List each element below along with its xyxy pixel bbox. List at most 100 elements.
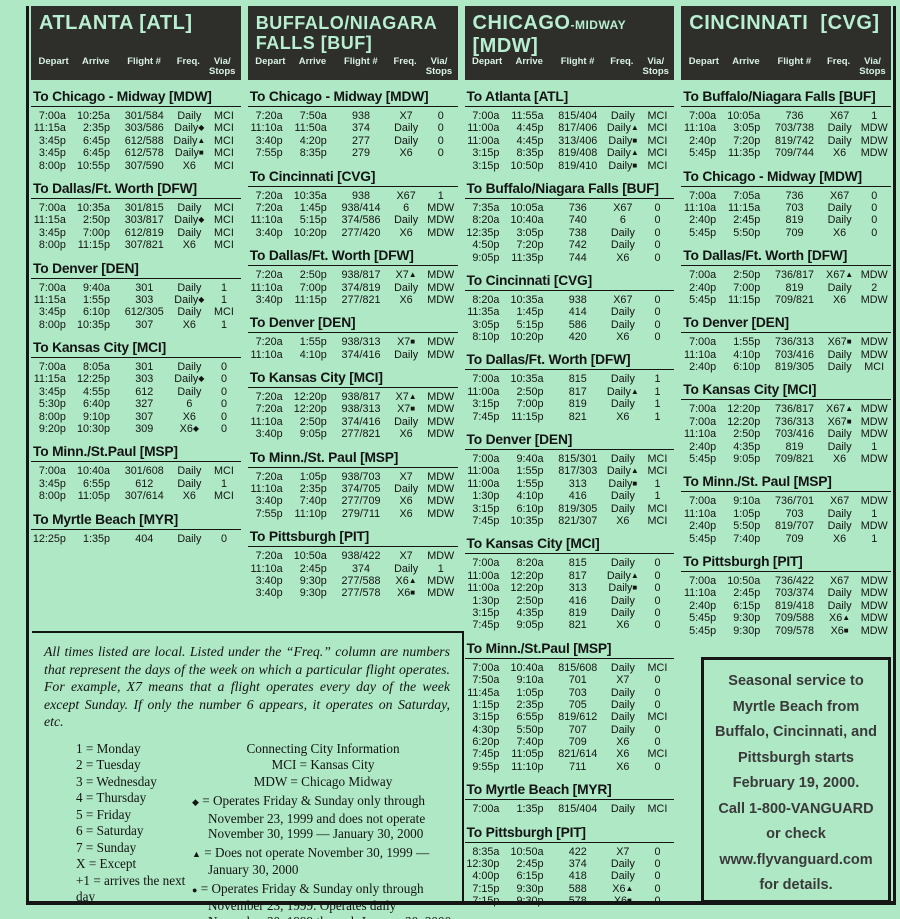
flight-row: 7:20a 10:35a 938 X67 1 xyxy=(248,190,458,202)
arrive-cell: 7:00p xyxy=(82,226,110,239)
arrive-cell: 2:35p xyxy=(82,122,110,135)
freq-cell: Daily xyxy=(394,122,419,135)
freq-cell: X6 xyxy=(182,490,196,503)
column-header-label: Flight # xyxy=(560,56,595,67)
via-stops-cell: 0 xyxy=(654,870,661,883)
freq-cell: X6 xyxy=(182,239,196,252)
via-stops-cell: 2 xyxy=(871,281,878,294)
arrive-cell: 7:05a xyxy=(733,189,761,202)
flight-row: 5:30p 6:40p 327 6 0 xyxy=(31,398,241,410)
depart-cell: 3:40p xyxy=(255,134,283,147)
via-stops-cell: MCI xyxy=(214,490,234,503)
flight-row: 11:00a 12:20p 313 Daily■ 0 xyxy=(465,582,675,594)
flight-row: 7:00a 10:25a 301/584 Daily MCI xyxy=(31,110,241,122)
freq-symbol-icon: ▲ xyxy=(845,270,854,280)
flight-number-cell: 612 xyxy=(135,477,154,490)
flight-number-cell: 819/707 xyxy=(774,520,815,533)
freq-cell: X7▲ xyxy=(395,269,417,282)
via-stops-cell: 0 xyxy=(654,736,661,749)
arrive-cell: 9:30p xyxy=(516,895,544,908)
depart-cell: 5:45p xyxy=(689,532,717,545)
depart-cell: 7:00a xyxy=(472,557,500,570)
via-stops-cell: 1 xyxy=(437,562,444,575)
depart-cell: 7:20a xyxy=(255,269,283,282)
depart-cell: 7:00a xyxy=(689,495,717,508)
depart-cell: 2:40p xyxy=(689,281,717,294)
arrive-cell: 4:20p xyxy=(299,134,327,147)
city-title: BUFFALO/NIAGARA FALLS [BUF] xyxy=(256,13,456,53)
freq-symbol-icon: ▲ xyxy=(630,123,639,133)
city-title-text: CINCINNATI [CVG] xyxy=(689,12,880,34)
arrive-cell: 10:35p xyxy=(510,514,544,527)
arrive-cell: 10:55p xyxy=(76,159,110,172)
depart-cell: 2:40p xyxy=(689,361,717,374)
depart-cell: 7:45p xyxy=(472,514,500,527)
flight-number-cell: 703/416 xyxy=(774,428,815,441)
flight-row: 11:10a 5:15p 374/586 Daily MDW xyxy=(248,214,458,226)
flight-row: 2:40p 6:10p 819/305 Daily MCI xyxy=(681,361,891,373)
flight-row: 8:35a 10:50a 422 X7 0 xyxy=(465,846,675,858)
destination-heading: To Denver [DEN] xyxy=(681,315,891,334)
flight-number-cell: 301/608 xyxy=(124,465,164,478)
arrive-cell: 6:45p xyxy=(82,147,110,160)
freq-cell: Daily◆ xyxy=(174,214,205,227)
depart-cell: 8:00p xyxy=(38,410,66,423)
depart-cell: 7:00a xyxy=(38,465,66,478)
flight-row: 7:55p 11:10p 279/711 X6 MDW xyxy=(248,508,458,520)
flight-row: 5:45p 9:30p 709/578 X6■ MDW xyxy=(681,625,891,637)
arrive-cell: 2:45p xyxy=(733,214,761,227)
flight-number-cell: 709 xyxy=(785,226,804,239)
flight-number-cell: 277/821 xyxy=(341,428,381,441)
freq-cell: X6 xyxy=(616,331,630,344)
freq-cell: Daily xyxy=(394,214,419,227)
flight-number-cell: 307 xyxy=(135,318,154,331)
via-stops-cell: 1 xyxy=(220,477,227,490)
via-stops-cell: 0 xyxy=(220,373,227,386)
freq-cell: Daily xyxy=(827,122,852,135)
freq-cell: Daily xyxy=(610,686,635,699)
flight-number-cell: 709/821 xyxy=(774,453,815,466)
freq-cell: Daily xyxy=(610,239,635,252)
arrive-cell: 2:50p xyxy=(299,415,327,428)
freq-cell: Daily■ xyxy=(608,582,638,595)
flight-number-cell: 578 xyxy=(568,895,587,908)
via-stops-cell: 0 xyxy=(654,239,661,252)
arrive-cell: 11:10p xyxy=(511,760,544,773)
freq-cell: X6 xyxy=(399,226,413,239)
freq-cell: Daily▲ xyxy=(606,465,639,478)
arrive-cell: 9:10a xyxy=(733,495,761,508)
day-legend-item: X = Except xyxy=(76,856,137,871)
flight-number-cell: 374/586 xyxy=(341,214,381,227)
arrive-cell: 12:20p xyxy=(293,391,327,404)
flight-row: 3:40p 9:30p 277/578 X6■ MDW xyxy=(248,587,458,599)
depart-cell: 3:15p xyxy=(472,398,500,411)
flight-number-cell: 313 xyxy=(568,477,587,490)
arrive-cell: 10:35a xyxy=(293,189,327,202)
arrive-cell: 6:15p xyxy=(516,870,544,883)
via-stops-cell: 0 xyxy=(220,532,227,545)
flight-number-cell: 819/410 xyxy=(558,159,598,172)
flight-number-cell: 703/374 xyxy=(774,587,815,600)
column-header-label: Depart xyxy=(472,56,503,67)
depart-cell: 3:15p xyxy=(472,147,500,160)
flight-number-cell: 279 xyxy=(351,147,370,160)
depart-cell: 1:30p xyxy=(472,594,500,607)
flight-number-cell: 815/404 xyxy=(558,803,598,816)
flight-row: 9:05p 11:35p 744 X6 0 xyxy=(465,252,675,264)
depart-cell: 7:20a xyxy=(255,189,283,202)
flight-number-cell: 815 xyxy=(568,557,587,570)
freq-cell: Daily xyxy=(827,440,852,453)
depart-cell: 7:00a xyxy=(38,361,66,374)
via-stops-cell: MDW xyxy=(427,391,455,404)
legend: 1 = Monday 2 = Tuesday 3 = Wednesday 4 = Th… xyxy=(44,741,454,919)
flight-number-cell: 279/711 xyxy=(341,507,381,520)
flight-row: 2:40p 7:00p 819 Daily 2 xyxy=(681,282,891,294)
destination-heading: To Atlanta [ATL] xyxy=(464,89,675,107)
flight-number-cell: 420 xyxy=(568,331,587,344)
freq-cell: X67▲ xyxy=(826,269,854,282)
flight-number-cell: 374/819 xyxy=(341,281,381,294)
flight-number-cell: 819/305 xyxy=(558,502,598,515)
flight-row: 3:40p 11:15p 277/821 X6 MDW xyxy=(248,294,458,306)
freq-cell: X6 xyxy=(616,251,630,264)
seasonal-text-line: Call 1-800-VANGUARD xyxy=(718,800,874,817)
